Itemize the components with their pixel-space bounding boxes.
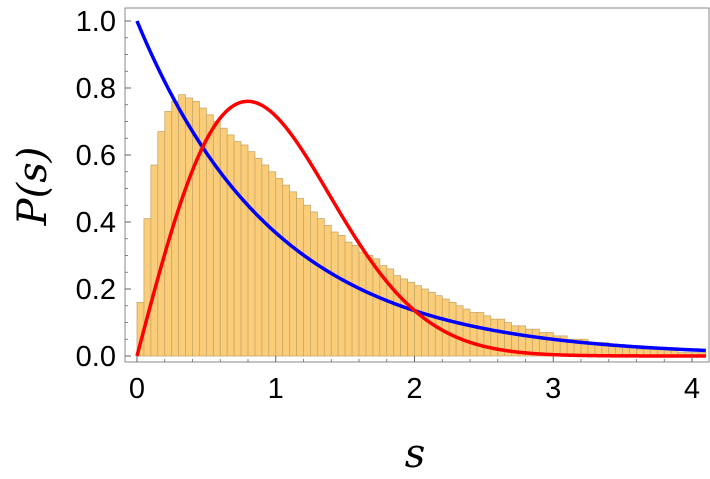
histogram-bar [414,285,422,357]
x-tick-label: 0 [129,373,145,405]
histogram-bar [254,157,263,357]
histogram-bar [226,134,235,357]
histogram-bar [316,218,325,357]
x-axis-label: s [405,431,426,477]
histogram-bar [441,298,450,357]
wigner-curve [135,99,707,358]
y-tick-label: 0.4 [76,207,116,239]
histogram-bar [275,178,284,357]
curves [135,20,707,358]
histogram-bar [205,114,214,357]
histogram-bar [233,141,242,357]
histogram-bar [303,204,311,357]
histogram-bar [240,144,249,357]
ticks [125,20,693,362]
histogram-bar [462,308,471,357]
histogram-bar [296,198,304,357]
histogram-bar [400,278,408,357]
histogram-bar [247,151,256,357]
x-tick-labels: 0 1 2 3 4 [129,373,700,405]
histogram-bar [365,255,374,357]
histogram-bar [393,275,402,357]
histogram-bar [483,315,492,357]
histogram-bar [157,131,166,357]
histogram-bar [476,312,485,357]
y-tick-labels: 0.0 0.2 0.4 0.6 0.8 1.0 [76,6,116,373]
histogram-bar [282,184,291,357]
histogram-bar [185,97,193,357]
histogram-bar [469,312,478,357]
histogram-bar [344,241,353,357]
histogram-bars [136,94,707,357]
histogram-bar [323,224,332,357]
histogram-bar [289,191,297,357]
histogram-bar [330,231,339,357]
y-tick-label: 0.2 [76,274,116,306]
histogram-bar [310,211,318,357]
x-tick-label: 4 [684,373,700,405]
x-tick-label: 2 [406,373,422,405]
poisson-curve [135,20,707,353]
histogram-bar [448,301,457,357]
histogram-bar [545,332,554,357]
plot-frame [124,7,710,363]
histogram-bar [455,305,464,357]
histogram-bar [143,218,152,357]
x-tick-label: 3 [545,373,561,405]
y-tick-label: 0.0 [76,341,116,373]
y-tick-label: 0.6 [76,140,116,172]
histogram-bar [351,245,360,357]
histogram-bar [407,281,415,357]
histogram-bar [212,121,221,357]
y-axis-label: P(s) [10,147,56,227]
histogram-bar [150,164,159,357]
histogram-bar [268,171,277,357]
histogram-bar [261,164,270,357]
y-tick-label: 1.0 [76,6,116,38]
histogram-bar [337,234,346,357]
histogram-bar [358,251,367,357]
y-tick-label: 0.8 [76,73,116,105]
x-tick-label: 1 [268,373,284,405]
histogram-bar [178,94,186,357]
histogram-bar [219,127,228,357]
